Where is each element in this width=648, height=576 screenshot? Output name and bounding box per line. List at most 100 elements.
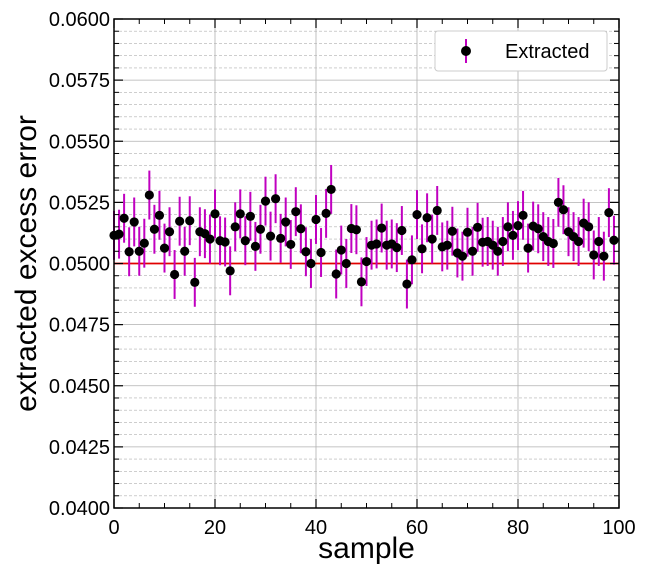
data-point — [144, 190, 154, 200]
data-point — [124, 247, 134, 257]
data-point — [356, 277, 367, 287]
data-points — [109, 184, 619, 289]
data-point — [301, 247, 311, 257]
data-point — [442, 240, 452, 250]
legend-label-extracted: Extracted — [505, 41, 589, 63]
data-point — [250, 241, 260, 251]
data-point — [589, 250, 599, 260]
data-point — [351, 225, 361, 235]
data-point — [164, 227, 175, 237]
data-point — [336, 245, 346, 255]
data-point — [276, 233, 286, 243]
data-point — [361, 256, 372, 267]
data-point — [584, 222, 594, 232]
data-point — [513, 221, 523, 231]
data-point — [119, 213, 129, 223]
y-tick-label: 0.0575 — [49, 70, 110, 92]
data-point — [412, 210, 422, 220]
y-tick-label: 0.0450 — [49, 376, 110, 398]
data-point — [518, 210, 528, 220]
data-point — [306, 258, 316, 269]
data-point — [558, 205, 569, 215]
data-point — [185, 216, 195, 226]
data-point — [473, 222, 483, 232]
data-point — [402, 279, 412, 289]
data-point — [392, 243, 402, 253]
data-point — [533, 224, 543, 234]
data-point — [265, 231, 276, 241]
data-point — [154, 210, 165, 220]
plot-frame — [113, 18, 620, 509]
data-point — [205, 234, 215, 244]
data-point — [134, 246, 144, 256]
data-point — [296, 224, 306, 234]
x-tick-label: 100 — [602, 517, 635, 539]
y-tick-labels: 0.0400 0.0425 0.0450 0.0475 0.0500 0.0525 0.05… — [49, 9, 110, 520]
data-point — [240, 236, 250, 246]
legend-marker-swatch — [461, 46, 471, 56]
data-point — [331, 269, 341, 279]
x-tick-label: 20 — [204, 517, 226, 539]
data-point — [397, 225, 407, 236]
data-point — [407, 255, 417, 265]
data-point — [609, 235, 619, 245]
data-point — [225, 266, 235, 276]
data-point — [467, 246, 478, 256]
data-point — [321, 208, 331, 218]
data-point — [574, 236, 584, 247]
data-point — [594, 236, 604, 247]
y-tick-label: 0.0475 — [49, 315, 110, 337]
y-axis-title: extracted excess error — [10, 115, 43, 412]
y-tick-label: 0.0425 — [49, 437, 110, 459]
data-point — [220, 237, 230, 247]
data-point — [417, 244, 427, 254]
y-tick-label: 0.0550 — [49, 131, 110, 153]
data-point — [170, 269, 180, 280]
data-point — [508, 230, 518, 240]
legend-box — [434, 30, 608, 72]
data-point — [457, 251, 468, 261]
data-point — [432, 205, 442, 216]
x-axis-title: sample — [318, 532, 415, 565]
data-point — [493, 246, 503, 256]
x-tick-label: 40 — [305, 517, 327, 539]
x-tick-labels: 0 20 40 60 80 100 — [108, 517, 635, 539]
data-point — [190, 277, 200, 287]
y-tick-label: 0.0400 — [49, 498, 110, 520]
legend: Extracted — [434, 30, 608, 72]
x-tick-label: 0 — [108, 517, 119, 539]
data-point — [149, 224, 159, 234]
data-point — [180, 246, 190, 256]
x-tick-label: 80 — [507, 517, 529, 539]
data-point — [281, 217, 291, 227]
data-point — [255, 224, 266, 234]
data-point — [341, 258, 351, 269]
data-point — [139, 238, 149, 248]
data-point — [427, 234, 437, 244]
y-tick-label: 0.0525 — [49, 192, 110, 214]
data-point — [604, 208, 614, 218]
data-point — [175, 216, 185, 226]
data-point — [316, 247, 326, 258]
data-point — [523, 243, 533, 253]
data-point — [326, 184, 336, 195]
data-point — [114, 229, 124, 239]
data-point — [372, 239, 382, 249]
data-point — [311, 214, 321, 225]
data-point — [291, 207, 301, 217]
data-point — [599, 251, 609, 261]
data-point — [488, 240, 498, 250]
y-tick-label: 0.0500 — [49, 254, 110, 276]
data-point — [230, 222, 240, 232]
data-point — [245, 211, 255, 221]
data-point — [377, 223, 387, 233]
x-tick-label: 60 — [406, 517, 428, 539]
data-point — [548, 238, 558, 249]
data-point — [503, 222, 513, 232]
data-point — [447, 226, 457, 236]
data-point — [260, 196, 271, 206]
y-tick-label: 0.0600 — [49, 9, 110, 31]
data-point — [286, 239, 296, 250]
data-point — [129, 217, 139, 227]
